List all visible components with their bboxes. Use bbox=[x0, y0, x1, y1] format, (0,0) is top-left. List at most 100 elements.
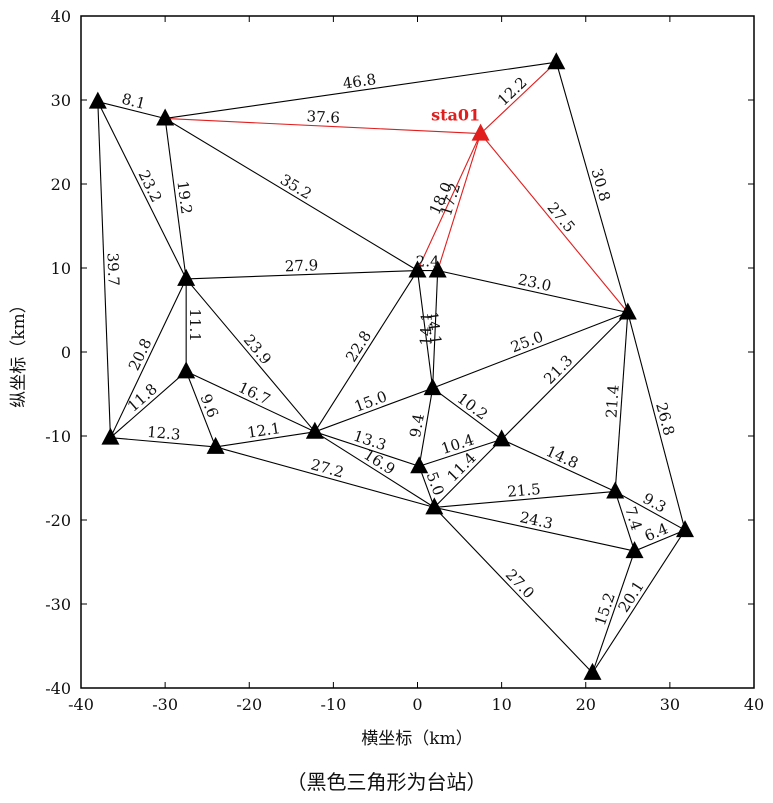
edge-line bbox=[97, 101, 166, 120]
edge-line bbox=[314, 387, 433, 433]
edge-distance-label: 14.1 bbox=[416, 312, 435, 346]
x-tick-label: -10 bbox=[320, 695, 346, 714]
edge-distance-label: 9.6 bbox=[197, 391, 222, 420]
x-tick-label: 30 bbox=[660, 695, 680, 714]
edge-line bbox=[417, 133, 482, 271]
edge-line bbox=[314, 431, 435, 508]
edge-line bbox=[437, 269, 628, 314]
edge-distance-label: 27.2 bbox=[309, 455, 346, 481]
x-tick-label: -40 bbox=[68, 695, 94, 714]
station-marker bbox=[305, 421, 324, 439]
edge-line bbox=[627, 312, 686, 531]
edge-line bbox=[614, 312, 629, 492]
edge-distance-label: 2.4 bbox=[416, 253, 440, 271]
x-tick-label: 10 bbox=[491, 695, 511, 714]
y-tick-label: 20 bbox=[51, 175, 71, 194]
edge-distance-label: 27.9 bbox=[284, 256, 318, 275]
x-tick-label: 40 bbox=[744, 695, 764, 714]
x-tick-label: 0 bbox=[412, 695, 422, 714]
stations-layer bbox=[88, 52, 695, 680]
edge-distance-label: 10.2 bbox=[454, 389, 492, 423]
edge-distance-label: 24.3 bbox=[518, 508, 554, 533]
station-marker bbox=[177, 268, 196, 286]
edge-distance-label: 12.1 bbox=[246, 419, 282, 442]
station-marker bbox=[583, 662, 602, 680]
station-marker bbox=[428, 260, 447, 278]
edge-line bbox=[110, 437, 216, 448]
edge-line bbox=[109, 278, 187, 438]
edge-line bbox=[185, 370, 316, 433]
edge-line bbox=[437, 133, 482, 271]
edge-line bbox=[215, 431, 315, 448]
edge-distance-label: 30.8 bbox=[587, 166, 613, 203]
edge-line bbox=[186, 269, 418, 280]
edge-line bbox=[433, 507, 593, 674]
edge-line bbox=[215, 446, 435, 508]
edges-layer bbox=[97, 61, 686, 674]
station-marker bbox=[425, 497, 444, 515]
edge-line bbox=[97, 101, 111, 438]
x-tick-label: -30 bbox=[152, 695, 178, 714]
edge-distance-label: 26.8 bbox=[652, 401, 678, 438]
edge-line bbox=[591, 550, 636, 674]
edge-distance-label: 21.5 bbox=[507, 480, 542, 501]
ticks-layer: -40 -30 -20 -10 0 10 20 30 40 40 30 20 10 0 -10 -20 -30 -… bbox=[45, 7, 764, 714]
station-marker bbox=[156, 108, 175, 126]
station-marker bbox=[606, 481, 625, 499]
edge-distance-label: 22.8 bbox=[342, 327, 375, 365]
edge-line bbox=[434, 490, 616, 508]
y-axis-label: 纵坐标（km） bbox=[9, 296, 29, 407]
edge-distance-label: 46.8 bbox=[342, 70, 378, 93]
edge-line bbox=[110, 370, 187, 439]
station-marker bbox=[88, 91, 107, 109]
y-tick-label: -40 bbox=[45, 679, 71, 698]
edge-line bbox=[432, 312, 629, 389]
edge-distance-label: 16.9 bbox=[360, 445, 398, 478]
edge-line bbox=[614, 491, 636, 552]
station-marker bbox=[547, 52, 566, 70]
edge-distance-label: 23.0 bbox=[516, 270, 553, 295]
station-network-plot: 8.146.837.612.230.827.523.2 19.239.735.2 1… bbox=[9, 7, 764, 749]
edge-line bbox=[416, 270, 434, 389]
station-marker bbox=[618, 302, 637, 320]
station-marker bbox=[410, 456, 429, 474]
edge-line bbox=[592, 529, 686, 674]
edge-distance-label: 16.7 bbox=[235, 378, 273, 408]
edge-line bbox=[480, 133, 629, 313]
edge-distance-label: 37.6 bbox=[306, 107, 340, 127]
edge-line bbox=[314, 431, 420, 467]
y-tick-label: -20 bbox=[45, 511, 71, 530]
plot-frame bbox=[80, 15, 755, 689]
edge-line bbox=[614, 490, 686, 531]
edge-line bbox=[501, 438, 616, 492]
edge-distance-label: 20.8 bbox=[125, 335, 156, 373]
station-marker bbox=[423, 378, 442, 396]
highlight-station-marker bbox=[471, 123, 490, 141]
edge-line bbox=[185, 278, 316, 433]
edge-line bbox=[185, 371, 217, 448]
edge-distance-label: 19.2 bbox=[173, 180, 195, 215]
edge-distance-label: 9.3 bbox=[640, 489, 670, 516]
edge-line bbox=[555, 62, 629, 313]
station-marker bbox=[101, 427, 120, 445]
y-tick-label: 40 bbox=[51, 7, 71, 26]
edge-line bbox=[419, 438, 502, 467]
edge-line bbox=[432, 387, 502, 440]
edge-line bbox=[165, 117, 481, 135]
highlight-station-label: sta01 bbox=[431, 106, 480, 125]
y-tick-label: -30 bbox=[45, 595, 71, 614]
edge-line bbox=[164, 118, 187, 279]
station-marker bbox=[177, 361, 196, 379]
edge-line bbox=[97, 101, 187, 280]
figure-caption: （黑色三角形为台站） bbox=[286, 770, 487, 794]
edge-line bbox=[480, 61, 557, 135]
edge-line bbox=[165, 61, 557, 120]
edge-distance-label: 21.3 bbox=[540, 351, 576, 387]
edge-line bbox=[164, 118, 418, 271]
edge-line bbox=[418, 388, 434, 467]
edge-distance-label: 20.1 bbox=[615, 578, 648, 616]
edge-distance-label: 9.4 bbox=[406, 412, 428, 439]
station-marker bbox=[676, 520, 695, 538]
edge-line bbox=[433, 438, 503, 508]
